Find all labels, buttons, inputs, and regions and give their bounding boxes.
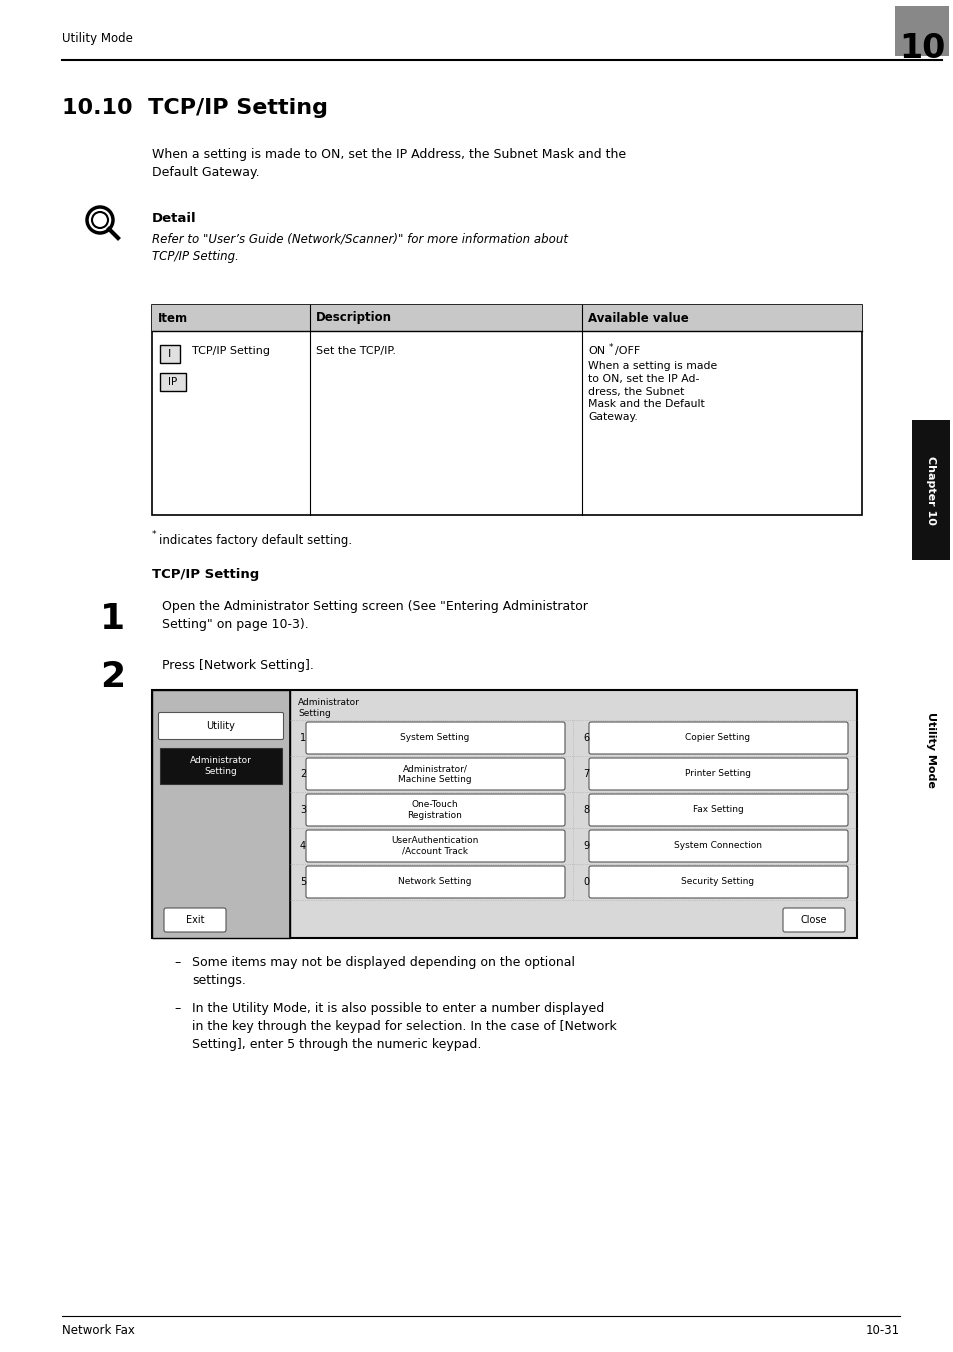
FancyBboxPatch shape <box>306 830 564 863</box>
Text: Press [Network Setting].: Press [Network Setting]. <box>162 658 314 672</box>
Text: TCP/IP Setting: TCP/IP Setting <box>152 568 259 581</box>
Text: One-Touch
Registration: One-Touch Registration <box>407 800 462 819</box>
FancyBboxPatch shape <box>306 758 564 790</box>
Text: Description: Description <box>315 311 392 324</box>
FancyBboxPatch shape <box>164 909 226 932</box>
Text: 9: 9 <box>582 841 589 850</box>
FancyBboxPatch shape <box>588 722 847 754</box>
FancyBboxPatch shape <box>588 794 847 826</box>
Text: Network Fax: Network Fax <box>62 1324 134 1337</box>
Text: Utility Mode: Utility Mode <box>925 713 935 788</box>
Text: 7: 7 <box>582 769 589 779</box>
Text: 5: 5 <box>299 877 306 887</box>
Text: ON: ON <box>587 346 604 356</box>
Text: 10-31: 10-31 <box>865 1324 899 1337</box>
Text: Printer Setting: Printer Setting <box>684 769 750 779</box>
Text: Security Setting: Security Setting <box>680 877 754 887</box>
Text: 1: 1 <box>299 733 306 744</box>
Text: *: * <box>152 530 156 539</box>
Text: 8: 8 <box>582 804 589 815</box>
Text: When a setting is made
to ON, set the IP Ad-
dress, the Subnet
Mask and the Defa: When a setting is made to ON, set the IP… <box>587 361 717 422</box>
FancyBboxPatch shape <box>306 722 564 754</box>
FancyBboxPatch shape <box>588 830 847 863</box>
FancyBboxPatch shape <box>782 909 844 932</box>
Text: Fax Setting: Fax Setting <box>692 806 742 814</box>
Text: 2: 2 <box>100 660 125 694</box>
Text: Utility Mode: Utility Mode <box>62 32 132 45</box>
Text: Chapter 10: Chapter 10 <box>925 456 935 525</box>
Text: Administrator
Setting: Administrator Setting <box>297 698 359 718</box>
Text: Some items may not be displayed depending on the optional
settings.: Some items may not be displayed dependin… <box>192 956 575 987</box>
Text: *: * <box>608 343 613 352</box>
Bar <box>160 373 186 391</box>
Text: Copier Setting: Copier Setting <box>684 734 750 742</box>
Text: Refer to "User’s Guide (Network/Scanner)" for more information about
TCP/IP Sett: Refer to "User’s Guide (Network/Scanner)… <box>152 233 567 264</box>
Text: indicates factory default setting.: indicates factory default setting. <box>159 534 352 548</box>
Text: UserAuthentication
/Account Track: UserAuthentication /Account Track <box>391 837 478 856</box>
Text: Administrator
Setting: Administrator Setting <box>190 756 252 776</box>
Text: Close: Close <box>800 915 826 925</box>
Text: 2: 2 <box>299 769 306 779</box>
Text: 10.10  TCP/IP Setting: 10.10 TCP/IP Setting <box>62 97 328 118</box>
Bar <box>152 690 290 938</box>
Text: 10: 10 <box>898 32 944 65</box>
Text: TCP/IP Setting: TCP/IP Setting <box>192 346 270 356</box>
Text: Network Setting: Network Setting <box>397 877 471 887</box>
FancyBboxPatch shape <box>306 794 564 826</box>
Text: In the Utility Mode, it is also possible to enter a number displayed
in the key : In the Utility Mode, it is also possible… <box>192 1002 616 1051</box>
FancyBboxPatch shape <box>588 867 847 898</box>
Text: Available value: Available value <box>587 311 688 324</box>
Text: Item: Item <box>158 311 188 324</box>
Bar <box>152 306 862 331</box>
Text: System Connection: System Connection <box>673 841 761 850</box>
Text: Open the Administrator Setting screen (See "Entering Administrator
Setting" on p: Open the Administrator Setting screen (S… <box>162 600 587 631</box>
Text: –: – <box>173 1002 180 1015</box>
FancyBboxPatch shape <box>306 867 564 898</box>
Text: System Setting: System Setting <box>400 734 469 742</box>
Text: Exit: Exit <box>186 915 204 925</box>
Bar <box>160 345 180 362</box>
Text: Set the TCP/IP.: Set the TCP/IP. <box>315 346 395 356</box>
Text: I: I <box>168 349 172 360</box>
Text: IP: IP <box>168 377 177 387</box>
Text: Administrator/
Machine Setting: Administrator/ Machine Setting <box>397 764 472 784</box>
Text: Utility: Utility <box>207 721 235 731</box>
Text: Detail: Detail <box>152 212 196 224</box>
Bar <box>894 5 948 55</box>
Text: When a setting is made to ON, set the IP Address, the Subnet Mask and the
Defaul: When a setting is made to ON, set the IP… <box>152 147 625 178</box>
FancyBboxPatch shape <box>158 713 283 740</box>
Bar <box>160 748 282 784</box>
Text: –: – <box>173 956 180 969</box>
Text: /OFF: /OFF <box>615 346 639 356</box>
Text: 6: 6 <box>582 733 589 744</box>
Text: 4: 4 <box>299 841 306 850</box>
Bar <box>911 420 949 560</box>
Bar <box>152 690 856 938</box>
FancyBboxPatch shape <box>588 758 847 790</box>
Text: 3: 3 <box>299 804 306 815</box>
Text: 0: 0 <box>582 877 589 887</box>
Bar <box>152 306 862 515</box>
Text: 1: 1 <box>100 602 125 635</box>
